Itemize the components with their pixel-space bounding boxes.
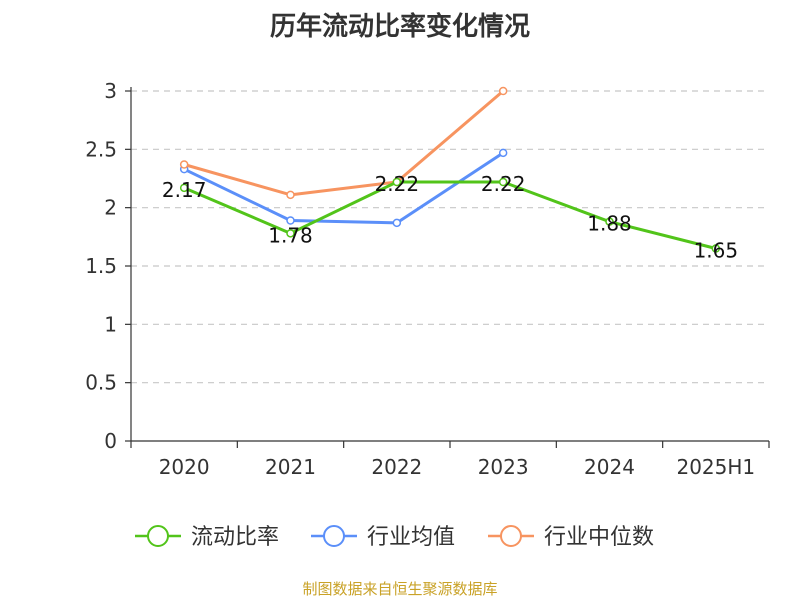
x-tick-label: 2024 — [584, 455, 635, 479]
y-tick-label: 2 — [104, 196, 117, 220]
data-point — [605, 217, 614, 226]
data-label: 1.78 — [268, 223, 313, 247]
y-tick-label: 2.5 — [85, 137, 117, 161]
data-point — [392, 218, 402, 228]
y-tick-label: 1 — [104, 312, 117, 336]
x-tick-label: 2020 — [159, 455, 210, 479]
data-point — [498, 148, 508, 158]
y-tick-label: 0 — [104, 429, 117, 453]
x-tick-label: 2022 — [371, 455, 422, 479]
y-tick-label: 0.5 — [85, 371, 117, 395]
legend-marker[interactable] — [323, 525, 345, 547]
data-label: 1.65 — [694, 239, 739, 263]
series-line-1 — [183, 151, 504, 225]
data-point — [498, 177, 508, 187]
y-tick-label: 3 — [104, 79, 117, 103]
y-tick-label: 1.5 — [85, 254, 117, 278]
data-label: 2.22 — [481, 172, 526, 196]
data-label: 2.22 — [375, 172, 420, 196]
data-point — [179, 183, 189, 193]
legend-label[interactable]: 行业中位数 — [544, 525, 654, 550]
data-point — [711, 244, 721, 253]
series-line-0 — [183, 180, 717, 250]
data-label: 1.88 — [587, 212, 632, 236]
data-point — [286, 229, 295, 238]
data-label: 2.17 — [162, 178, 207, 202]
data-point — [392, 177, 402, 187]
x-tick-label: 2023 — [478, 455, 529, 479]
source-note: 制图数据来自恒生聚源数据库 — [302, 580, 498, 598]
data-point — [179, 160, 189, 169]
legend-marker[interactable] — [500, 525, 522, 547]
series-line-2 — [183, 89, 505, 197]
data-point — [286, 216, 295, 225]
chart-title: 历年流动比率变化情况 — [269, 12, 530, 42]
legend-marker[interactable] — [147, 525, 169, 547]
legend-label[interactable]: 流动比率 — [191, 525, 279, 550]
x-tick-label: 2025H1 — [676, 455, 755, 479]
x-tick-label: 2021 — [265, 455, 316, 479]
legend-label[interactable]: 行业均值 — [367, 525, 455, 550]
data-point — [286, 190, 295, 200]
data-point — [498, 86, 508, 96]
